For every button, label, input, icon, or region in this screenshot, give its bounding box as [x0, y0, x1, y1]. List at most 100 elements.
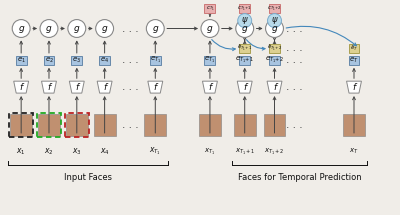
Polygon shape: [69, 81, 84, 93]
Text: $e_T$: $e_T$: [349, 56, 359, 65]
FancyArrowPatch shape: [286, 26, 356, 46]
Text: $e_1$: $e_1$: [17, 56, 26, 65]
Text: $c_{T_1}$: $c_{T_1}$: [206, 4, 214, 13]
Text: $x_{T_1+1}$: $x_{T_1+1}$: [234, 147, 255, 157]
Circle shape: [236, 20, 254, 37]
FancyArrowPatch shape: [212, 40, 235, 51]
Text: $x_{T_1}$: $x_{T_1}$: [149, 146, 161, 158]
Text: g: g: [102, 24, 108, 33]
Text: $e_2$: $e_2$: [44, 56, 54, 65]
FancyBboxPatch shape: [99, 56, 110, 65]
Text: Input Faces: Input Faces: [64, 173, 112, 182]
Text: $e_3$: $e_3$: [72, 56, 81, 65]
Text: $c_{T_1\!+\!1}$: $c_{T_1\!+\!1}$: [237, 4, 252, 13]
Polygon shape: [148, 81, 163, 93]
Text: f: f: [20, 83, 23, 92]
Polygon shape: [237, 81, 252, 93]
FancyBboxPatch shape: [44, 56, 54, 65]
Text: $x_2$: $x_2$: [44, 146, 54, 157]
Text: g: g: [272, 24, 277, 33]
Bar: [9, 113, 33, 137]
Text: $\hat{e}_{T_1\!+\!2}$: $\hat{e}_{T_1\!+\!2}$: [267, 43, 282, 54]
Circle shape: [146, 20, 164, 37]
Text: $e_{T_1\!+\!1}$: $e_{T_1\!+\!1}$: [235, 55, 254, 65]
FancyArrowPatch shape: [246, 40, 265, 50]
Text: $x_3$: $x_3$: [72, 146, 82, 157]
Text: f: f: [243, 83, 246, 92]
Text: f: f: [352, 83, 356, 92]
FancyBboxPatch shape: [239, 4, 250, 13]
FancyBboxPatch shape: [239, 56, 250, 65]
FancyBboxPatch shape: [150, 56, 161, 65]
Text: f: f: [273, 83, 276, 92]
Bar: [66, 114, 88, 136]
Text: . . .: . . .: [122, 82, 139, 92]
Circle shape: [201, 20, 219, 37]
Polygon shape: [97, 81, 112, 93]
Text: g: g: [242, 24, 248, 33]
Circle shape: [238, 14, 252, 28]
FancyBboxPatch shape: [204, 56, 215, 65]
Bar: [234, 114, 256, 136]
Text: $\hat{e}_{T_1\!+\!1}$: $\hat{e}_{T_1\!+\!1}$: [237, 43, 252, 54]
FancyBboxPatch shape: [348, 44, 360, 53]
Text: . . .: . . .: [122, 23, 139, 34]
Text: $c_{T_1\!+\!2}$: $c_{T_1\!+\!2}$: [267, 4, 282, 13]
Circle shape: [268, 14, 282, 28]
Text: . . .: . . .: [286, 23, 303, 34]
Text: g: g: [46, 24, 52, 33]
Text: g: g: [74, 24, 80, 33]
Text: $\psi$: $\psi$: [241, 15, 248, 26]
FancyBboxPatch shape: [16, 56, 27, 65]
Bar: [199, 114, 221, 136]
Text: . . .: . . .: [122, 55, 139, 65]
Polygon shape: [346, 81, 362, 93]
FancyBboxPatch shape: [204, 4, 215, 13]
FancyBboxPatch shape: [348, 56, 360, 65]
Circle shape: [12, 20, 30, 37]
Bar: [37, 113, 61, 137]
Polygon shape: [14, 81, 29, 93]
Circle shape: [68, 20, 86, 37]
Text: Faces for Temporal Prediction: Faces for Temporal Prediction: [238, 173, 361, 182]
Polygon shape: [42, 81, 56, 93]
Circle shape: [40, 20, 58, 37]
Bar: [65, 113, 89, 137]
Text: . . .: . . .: [286, 82, 303, 92]
Text: . . .: . . .: [286, 43, 303, 53]
FancyBboxPatch shape: [269, 44, 280, 53]
Text: $\psi$: $\psi$: [271, 15, 278, 26]
Bar: [144, 114, 166, 136]
Text: $x_{T_1+2}$: $x_{T_1+2}$: [264, 147, 285, 157]
Bar: [38, 114, 60, 136]
Text: $x_4$: $x_4$: [100, 146, 110, 157]
Text: f: f: [75, 83, 78, 92]
Text: $e_{T_1}$: $e_{T_1}$: [150, 55, 161, 65]
Text: f: f: [103, 83, 106, 92]
Bar: [94, 114, 116, 136]
Text: f: f: [48, 83, 50, 92]
Text: . . .: . . .: [286, 120, 303, 130]
FancyBboxPatch shape: [71, 56, 82, 65]
Text: g: g: [152, 24, 158, 33]
Polygon shape: [267, 81, 282, 93]
Text: . . .: . . .: [122, 120, 139, 130]
Text: . . .: . . .: [286, 55, 303, 65]
Text: g: g: [207, 24, 213, 33]
FancyBboxPatch shape: [269, 4, 280, 13]
FancyBboxPatch shape: [239, 44, 250, 53]
Text: f: f: [154, 83, 157, 92]
Text: $x_T$: $x_T$: [349, 147, 359, 156]
FancyBboxPatch shape: [269, 56, 280, 65]
Bar: [343, 114, 365, 136]
Text: $e_4$: $e_4$: [100, 56, 109, 65]
Text: $e_{T_1\!+\!2}$: $e_{T_1\!+\!2}$: [265, 55, 284, 65]
Bar: [10, 114, 32, 136]
Text: $\hat{e}_T$: $\hat{e}_T$: [350, 44, 358, 53]
Text: $x_{T_1}$: $x_{T_1}$: [204, 147, 216, 157]
Text: g: g: [18, 24, 24, 33]
Text: f: f: [208, 83, 212, 92]
Text: $x_1$: $x_1$: [16, 146, 26, 157]
Text: $e_{T_1}$: $e_{T_1}$: [204, 55, 216, 65]
Polygon shape: [202, 81, 217, 93]
